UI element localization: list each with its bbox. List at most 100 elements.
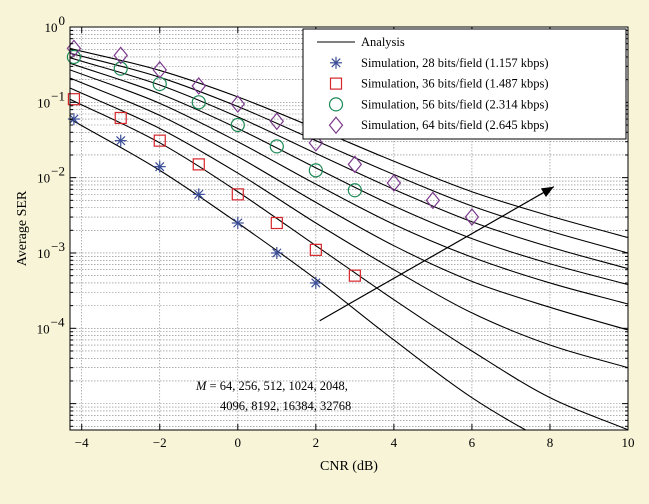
circle-shape [66,49,82,65]
sim-marker-diamond [269,112,285,131]
asterisk-stroke [116,135,126,146]
annotation-m-values-1: = 64, 256, 512, 1024, 2048, [206,379,347,393]
legend-marker-asterisk [330,56,342,69]
plot-frame [69,26,629,431]
circle-shape [328,97,344,112]
circle-shape [191,95,206,110]
sim-marker-square [270,216,283,230]
y-axis-label: Average SER [15,190,30,266]
x-tick-label: 6 [469,435,476,450]
sim-marker-square [348,269,361,282]
square-shape [192,158,205,171]
diamond-shape [113,46,129,65]
analysis-curve-m-32768 [70,47,628,239]
sim-marker-diamond [308,133,324,152]
sim-marker-square [67,93,81,106]
diamond-shape [230,95,246,113]
legend-label-diamond: Simulation, 64 bits/field (2.645 kbps) [361,118,549,132]
diamond-shape [464,208,480,226]
y-tick-exponent: −1 [51,88,65,103]
square-shape [309,243,322,256]
asterisk-stroke [155,161,165,172]
sim-marker-diamond [464,208,480,226]
analysis-curve-m-8192 [70,57,628,270]
sim-marker-square [231,188,244,201]
square-shape [329,77,343,90]
legend-entry-square: Simulation, 36 bits/field (1.487 kbps) [329,77,549,91]
legend-entries: Analysis Simulation, 28 bits/field (1.157… [317,35,549,135]
sim-marker-diamond [386,174,402,192]
asterisk-stroke [331,58,341,68]
circle-shape [347,183,362,198]
sim-marker-diamond [347,155,363,174]
square-shape [348,269,361,282]
legend-box [302,28,627,140]
y-tick-label: 10 [37,171,50,186]
diamond-shape [328,116,344,135]
y-tick-exponent: −4 [51,314,65,329]
sim-marker-asterisk [270,246,283,259]
sim-marker-diamond [230,95,246,113]
sim-marker-circle [191,95,206,110]
asterisk-stroke [311,278,321,288]
legend-entry-analysis: Analysis [317,35,405,49]
sim-marker-diamond [425,191,441,210]
asterisk-stroke [194,189,204,200]
diamond-shape [386,174,402,192]
diamond-shape [425,191,441,210]
diamond-shape [269,112,285,131]
y-tick-label: 10 [45,20,58,35]
diamond-shape [347,155,363,174]
sim-marker-square [153,134,166,147]
y-tick-exponent: −2 [51,164,65,179]
square-shape [270,216,283,230]
sim-marker-circle [347,183,362,198]
diamond-shape [191,76,207,95]
analysis-curves [70,47,628,430]
sim-marker-square [114,111,127,125]
diamond-shape [152,60,168,79]
x-tick-label: −4 [75,435,89,450]
circle-shape [269,139,284,154]
simulation-markers [66,39,480,289]
annotation-arrowhead [540,186,554,197]
circle-shape [308,163,323,178]
x-tick-label: 2 [313,435,320,450]
legend-marker-square [329,77,343,90]
x-tick-label: 0 [235,435,242,450]
legend-entry-diamond: Simulation, 64 bits/field (2.645 kbps) [328,116,549,135]
sim-marker-circle [66,49,82,65]
legend-marker-circle [328,97,344,112]
square-shape [114,111,127,125]
annotation-line-1: M = 64, 256, 512, 1024, 2048, [195,379,348,393]
sim-marker-square [192,158,205,171]
sim-marker-diamond [152,60,168,79]
analysis-curve-m-64 [70,118,527,430]
analysis-curve-m-256 [70,98,628,430]
sim-marker-square [309,243,322,256]
legend-marker-diamond [328,116,344,135]
x-tick-label: 4 [391,435,398,450]
sim-marker-asterisk [231,217,244,230]
sim-marker-asterisk [192,188,205,201]
legend-label-asterisk: Simulation, 28 bits/field (1.157 kbps) [361,56,549,70]
diamond-shape [308,133,324,152]
x-tick-label: 8 [547,435,554,450]
legend-label-analysis: Analysis [361,35,405,49]
sim-marker-circle [308,163,323,178]
x-tick-label: 10 [622,435,635,450]
annotation-arrow [319,186,555,322]
annotation-line-2: 4096, 8192, 16384, 32768 [220,399,351,413]
legend-label-circle: Simulation, 56 bits/field (2.314 kbps) [361,97,549,111]
analysis-curve-m-1024 [70,77,628,331]
sim-marker-asterisk [114,134,127,147]
legend-entry-asterisk: Simulation, 28 bits/field (1.157 kbps) [330,56,549,70]
sim-marker-asterisk [153,160,166,173]
legend-entry-circle: Simulation, 56 bits/field (2.314 kbps) [328,97,549,112]
asterisk-stroke [272,248,282,258]
circle-shape [230,117,245,133]
analysis-curve-m-2048 [70,69,628,305]
